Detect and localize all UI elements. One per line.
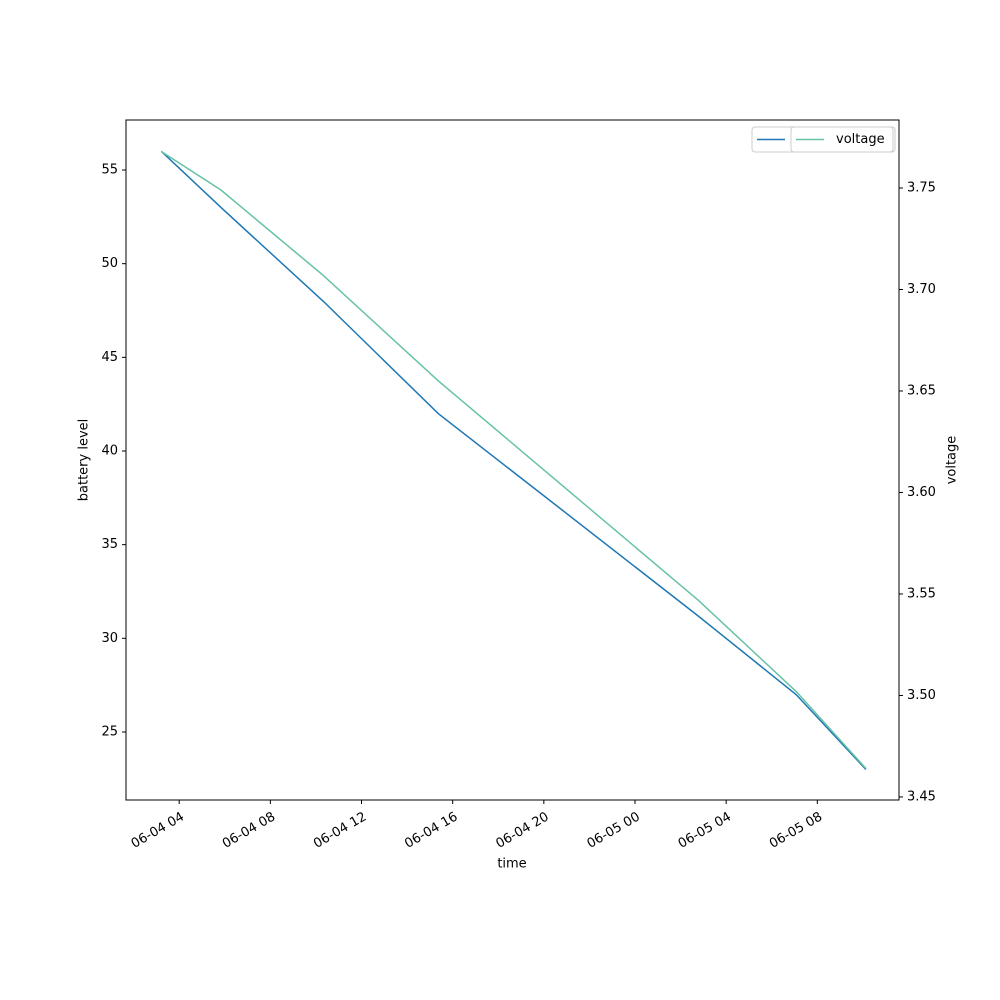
y2-tick-label: 3.55: [907, 586, 936, 601]
y-tick-label: 30: [101, 631, 118, 646]
y-tick-label: 25: [101, 725, 118, 740]
x-tick-label: 06-04 16: [402, 810, 460, 852]
legend-box: [790, 126, 894, 153]
y-tick-label: 50: [101, 256, 118, 271]
x-tick-label: 06-05 00: [585, 810, 643, 852]
x-tick-label: 06-04 08: [220, 810, 278, 852]
y2-tick-label: 3.45: [907, 789, 936, 804]
x-axis-label: time: [497, 857, 526, 872]
plot-frame: [125, 119, 900, 801]
x-tick-label: 06-04 20: [493, 810, 551, 852]
x-tick-label: 06-04 12: [311, 810, 369, 852]
y-tick-label: 35: [101, 537, 118, 552]
data-line: [160, 150, 867, 770]
y2-tick-label: 3.75: [907, 181, 936, 196]
y-tick-label: 55: [101, 163, 118, 178]
x-tick-label: 06-05 08: [767, 810, 825, 852]
y2-tick-label: 3.70: [907, 282, 936, 297]
x-tick-label: 06-04 04: [129, 810, 187, 852]
y2-tick-label: 3.50: [907, 688, 936, 703]
y-axis-label: battery level: [77, 419, 92, 502]
y-tick-label: 45: [101, 350, 118, 365]
legend-label: voltage: [836, 132, 885, 147]
y-tick-label: 40: [101, 444, 118, 459]
data-line: [160, 150, 867, 770]
x-tick-label: 06-05 04: [676, 810, 734, 852]
y2-tick-label: 3.60: [907, 485, 936, 500]
legend: voltage: [790, 126, 894, 153]
y2-axis-label: voltage: [945, 436, 960, 485]
y2-tick-label: 3.65: [907, 383, 936, 398]
